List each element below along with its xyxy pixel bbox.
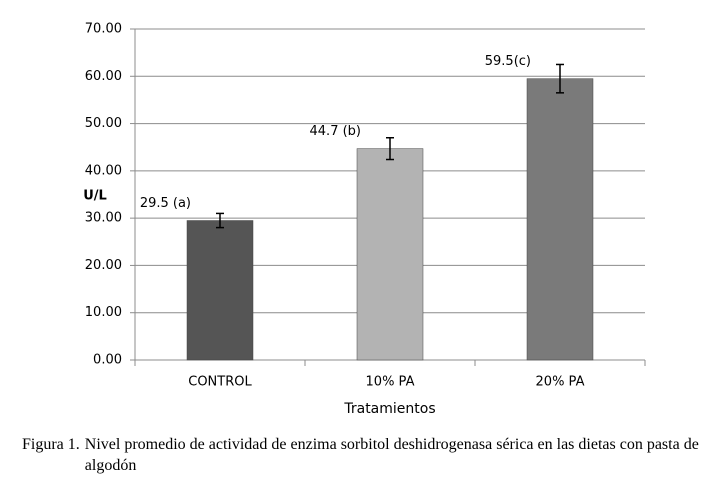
y-tick-label: 60.00 xyxy=(85,69,122,84)
x-tick-label: 10% PA xyxy=(366,375,415,390)
caption-label: Figura 1. xyxy=(22,436,80,453)
error-bar xyxy=(386,137,394,161)
error-bar xyxy=(216,212,224,229)
error-bar xyxy=(556,63,564,94)
bar xyxy=(526,78,594,361)
caption-text: Nivel promedio de actividad de enzima so… xyxy=(84,436,699,474)
value-label: 44.7 (b) xyxy=(310,124,361,139)
value-label: 29.5 (a) xyxy=(140,196,191,211)
y-tick-label: 40.00 xyxy=(85,163,122,178)
y-tick-label: 0.00 xyxy=(93,353,122,368)
bar xyxy=(186,220,254,361)
x-axis-label: Tratamientos xyxy=(343,401,435,417)
x-tick-label: CONTROL xyxy=(188,375,252,390)
chart: Tratamientos U/L 0.00 10.00 20.00 30.00 40.0… xyxy=(83,22,646,417)
y-tick-label: 30.00 xyxy=(85,211,122,226)
y-tick-label: 70.00 xyxy=(85,22,122,37)
y-axis-label: U/L xyxy=(83,189,107,204)
caption: Figura 1. Nivel promedio de actividad de… xyxy=(22,434,717,476)
y-tick-label: 20.00 xyxy=(85,258,122,273)
x-tick-label: 20% PA xyxy=(536,375,585,390)
y-tick-label: 50.00 xyxy=(85,116,122,131)
y-tick-label: 10.00 xyxy=(85,305,122,320)
value-label: 59.5(c) xyxy=(485,54,531,69)
bar xyxy=(356,148,424,361)
